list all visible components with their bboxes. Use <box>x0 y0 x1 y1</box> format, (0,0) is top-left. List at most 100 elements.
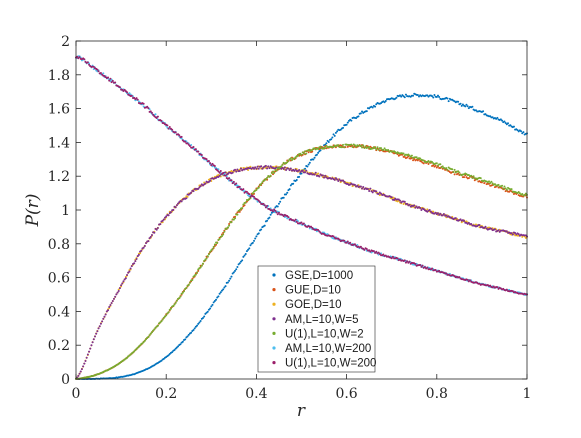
data-point <box>234 215 237 218</box>
data-point <box>236 266 239 269</box>
data-point <box>445 272 448 275</box>
data-point <box>228 224 231 227</box>
data-point <box>504 121 507 124</box>
data-point <box>396 257 399 260</box>
data-point <box>427 160 430 163</box>
data-point <box>111 79 114 82</box>
data-point <box>403 200 406 203</box>
data-point <box>114 81 117 84</box>
data-point <box>334 131 337 134</box>
data-point <box>471 177 474 180</box>
data-point <box>89 347 92 350</box>
data-point <box>150 111 153 114</box>
data-point <box>431 95 434 98</box>
data-point <box>512 125 515 128</box>
data-point <box>192 190 195 193</box>
data-point <box>349 241 352 244</box>
data-point <box>174 301 177 304</box>
data-point <box>82 365 85 368</box>
data-point <box>174 206 177 209</box>
data-point <box>294 168 297 171</box>
data-point <box>209 162 212 165</box>
data-point <box>395 96 398 99</box>
data-point <box>245 250 248 253</box>
data-point <box>521 235 524 238</box>
data-point <box>467 221 470 224</box>
data-point <box>403 155 406 158</box>
data-point <box>232 218 235 221</box>
data-point <box>268 167 271 170</box>
data-point <box>340 146 343 149</box>
y-tick-label: 1.6 <box>48 102 70 118</box>
data-point <box>274 206 277 209</box>
data-point <box>433 93 436 96</box>
data-point <box>232 271 235 274</box>
data-point <box>97 327 100 330</box>
data-point <box>336 178 339 181</box>
data-point <box>342 126 345 129</box>
data-point <box>445 214 448 217</box>
data-point <box>263 204 266 207</box>
data-point <box>289 167 292 170</box>
data-point <box>228 177 231 180</box>
data-point <box>308 161 311 164</box>
data-point <box>136 98 139 101</box>
data-point <box>484 225 487 228</box>
data-point <box>109 303 112 306</box>
data-point <box>148 334 151 337</box>
data-point <box>317 151 320 154</box>
data-point <box>196 271 199 274</box>
data-point <box>197 150 200 153</box>
y-tick-label: 0.2 <box>48 338 70 354</box>
data-point <box>521 193 524 195</box>
data-point <box>434 164 437 167</box>
data-point <box>426 208 429 211</box>
data-point <box>209 250 212 253</box>
data-point <box>215 298 218 301</box>
data-point <box>260 165 263 168</box>
data-point <box>420 208 423 211</box>
data-point <box>232 180 235 183</box>
data-point <box>130 265 133 268</box>
data-point <box>275 169 278 172</box>
x-axis-label: r <box>297 401 306 421</box>
series-6 <box>75 55 528 296</box>
data-point <box>286 191 289 194</box>
data-point <box>226 226 229 229</box>
data-point <box>343 180 346 183</box>
data-point <box>207 159 210 162</box>
data-point <box>422 159 425 162</box>
data-point <box>167 311 170 314</box>
data-point <box>261 167 264 170</box>
data-point <box>192 328 195 331</box>
data-point <box>118 287 121 290</box>
data-point <box>317 228 320 231</box>
data-point <box>285 193 288 196</box>
legend-marker <box>272 317 276 321</box>
y-tick-label: 0.8 <box>48 237 70 253</box>
data-point <box>365 110 368 113</box>
data-point <box>518 192 521 195</box>
data-point <box>351 146 354 149</box>
data-point <box>510 232 513 235</box>
data-point <box>193 327 196 330</box>
data-point <box>109 77 112 80</box>
data-point <box>263 224 266 227</box>
legend-item: U(1),L=10,W=2 <box>272 328 364 340</box>
data-point <box>197 269 200 272</box>
data-point <box>459 218 462 221</box>
data-point <box>399 199 402 202</box>
data-point <box>103 315 106 318</box>
data-point <box>399 94 402 97</box>
data-point <box>465 176 468 179</box>
data-point <box>332 235 335 238</box>
data-point <box>212 301 215 304</box>
data-point <box>177 345 180 348</box>
data-point <box>261 181 264 184</box>
data-point <box>155 228 158 231</box>
data-point <box>180 135 183 138</box>
data-point <box>242 188 245 191</box>
data-point <box>169 211 172 214</box>
data-point <box>234 217 237 220</box>
